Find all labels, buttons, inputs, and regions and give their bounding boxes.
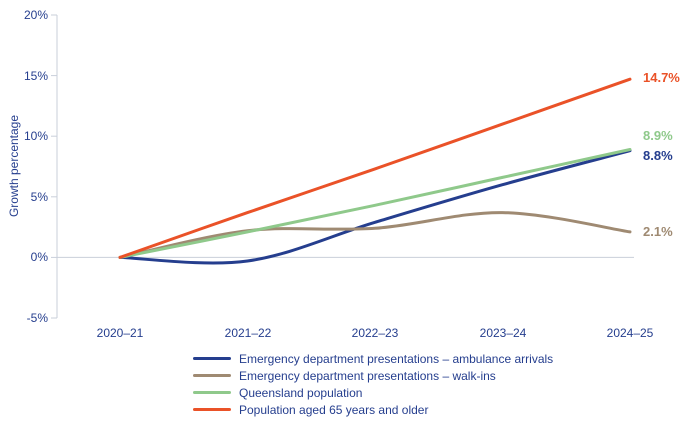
x-tick-label: 2022–23 — [351, 326, 399, 340]
legend-item: Queensland population — [193, 385, 553, 400]
legend-swatch — [193, 391, 231, 394]
end-label: 8.8% — [643, 148, 673, 163]
legend-item: Emergency department presentations – wal… — [193, 368, 553, 383]
legend-label: Population aged 65 years and older — [239, 402, 429, 417]
legend-swatch — [193, 357, 231, 360]
y-tick-label: 5% — [30, 190, 48, 204]
y-tick-label: 0% — [30, 250, 48, 264]
legend: Emergency department presentations – amb… — [193, 351, 553, 417]
legend-label: Emergency department presentations – wal… — [239, 368, 496, 383]
legend-label: Queensland population — [239, 385, 363, 400]
chart-canvas — [51, 14, 634, 319]
y-tick-label: 10% — [23, 129, 48, 143]
end-label: 8.9% — [643, 128, 673, 143]
y-tick-label: 20% — [23, 8, 48, 22]
y-tick-label: 15% — [23, 69, 48, 83]
x-tick-label: 2021–22 — [224, 326, 272, 340]
legend-label: Emergency department presentations – amb… — [239, 351, 554, 366]
x-tick-label: 2024–25 — [606, 326, 654, 340]
legend-swatch — [193, 374, 231, 377]
x-tick-label: 2020–21 — [96, 326, 144, 340]
legend-swatch — [193, 408, 231, 411]
x-tick-label: 2023–24 — [479, 326, 527, 340]
end-label: 2.1% — [643, 224, 673, 239]
legend-item: Emergency department presentations – amb… — [193, 351, 553, 366]
legend-item: Population aged 65 years and older — [193, 402, 553, 417]
end-label: 14.7% — [643, 70, 680, 85]
y-tick-label: -5% — [26, 311, 48, 325]
